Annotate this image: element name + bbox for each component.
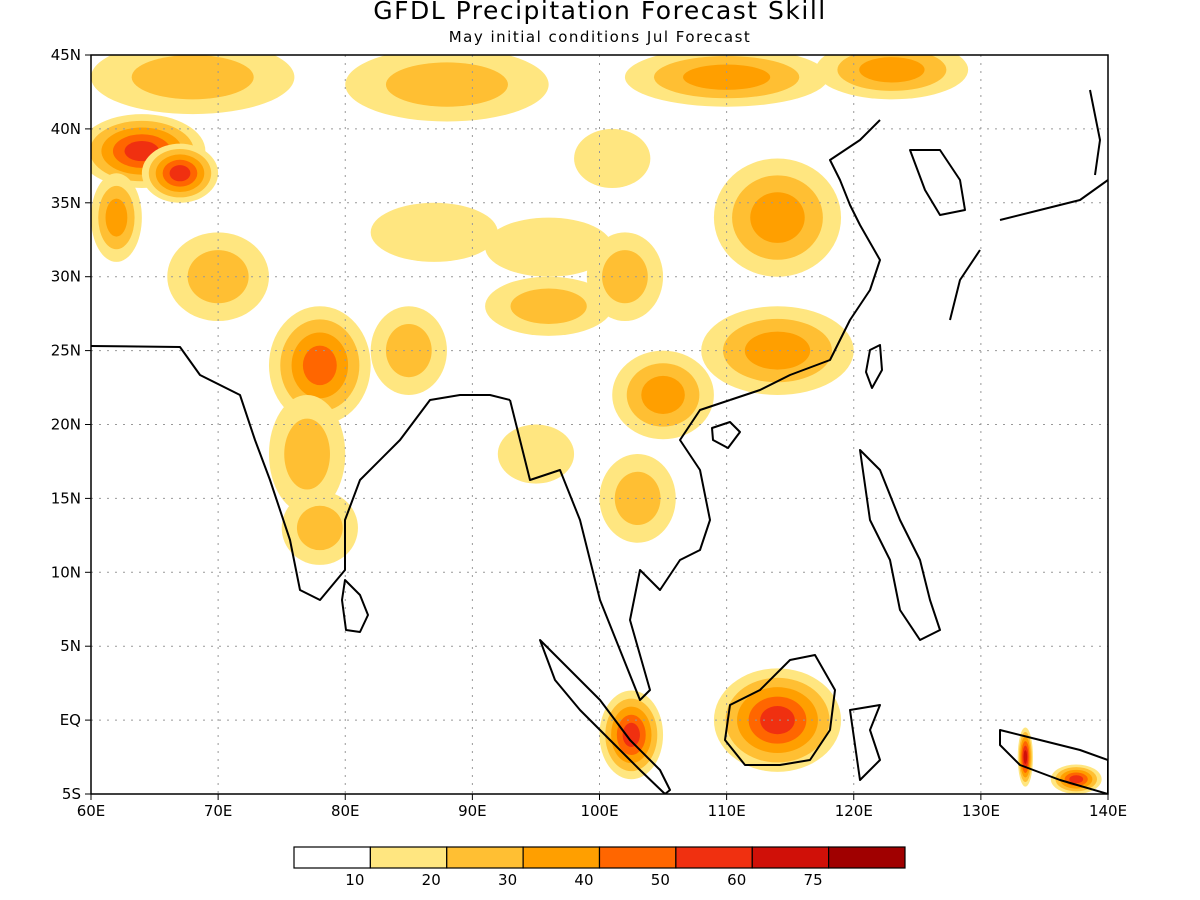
coastline-sri-lanka: [341, 579, 369, 633]
legend-label: 30: [498, 871, 517, 889]
y-tick-label: 45N: [51, 46, 81, 64]
y-tick-label: 10N: [51, 563, 81, 581]
legend-swatch: [446, 846, 524, 869]
skill-shading-layer: [91, 55, 1102, 794]
legend-swatch: [675, 846, 753, 869]
x-tick-label: 140E: [1089, 802, 1127, 820]
coastline-taiwan: [865, 344, 883, 389]
legend-label: 40: [574, 871, 593, 889]
coastline-indochina: [509, 399, 731, 701]
skill-region-20: [497, 424, 575, 484]
skill-region-25: [1023, 750, 1028, 764]
skill-region-19: [614, 471, 661, 526]
skill-region-22: [760, 705, 795, 735]
map-subtitle: May initial conditions Jul Forecast: [448, 28, 752, 46]
coastline-hainan: [711, 421, 741, 449]
skill-region-15: [602, 250, 648, 304]
x-tick-label: 110E: [708, 802, 746, 820]
skill-region-7: [187, 250, 249, 304]
coastline-korea: [909, 149, 966, 216]
x-tick-label: 120E: [835, 802, 873, 820]
axis-ticks: 60E 70E 80E 90E 100E 110E 120E 130E 140E 45N 40N 35…: [51, 46, 1127, 820]
skill-region-2: [683, 64, 771, 90]
skill-region-23: [622, 722, 640, 747]
skill-region-21: [574, 128, 651, 189]
skill-region-13: [485, 217, 613, 277]
coastline-borneo: [724, 654, 836, 766]
skill-region-9: [284, 418, 330, 490]
legend-swatch: [828, 846, 906, 869]
skill-region-17: [744, 331, 811, 370]
skill-region-10: [296, 505, 343, 551]
legend-swatch: [598, 846, 677, 869]
coastline-new-guinea: [999, 729, 1108, 794]
legend-label: 60: [727, 871, 746, 889]
skill-region-1: [385, 62, 508, 107]
legend-swatch: [522, 846, 601, 869]
legend-label: 50: [651, 871, 670, 889]
y-tick-label: 20N: [51, 416, 81, 434]
coastlines: [91, 89, 1108, 794]
skill-region-16: [641, 375, 685, 414]
gridlines: [91, 55, 1108, 794]
coastline-japan: [949, 89, 1108, 321]
skill-region-0: [131, 55, 254, 100]
map-title: GFDL Precipitation Forecast Skill: [373, 0, 827, 25]
x-tick-label: 60E: [77, 802, 106, 820]
y-tick-label: 5S: [62, 785, 81, 803]
y-tick-label: 35N: [51, 194, 81, 212]
legend-label: 75: [804, 871, 823, 889]
skill-region-3: [859, 57, 925, 83]
legend-swatch: [293, 846, 371, 869]
skill-region-6: [105, 198, 128, 237]
coastline-philippines: [859, 449, 941, 641]
y-tick-label: 30N: [51, 268, 81, 286]
coastline-india: [91, 345, 511, 601]
y-tick-label: 5N: [60, 637, 81, 655]
legend-label: 20: [422, 871, 441, 889]
skill-region-11: [385, 323, 432, 378]
legend-swatch: [751, 846, 830, 869]
y-tick-label: 40N: [51, 120, 81, 138]
skill-region-14: [510, 288, 587, 324]
skill-region-12: [370, 202, 498, 262]
x-tick-label: 80E: [331, 802, 360, 820]
color-legend: 10 20 30 40 50 60 75: [293, 846, 906, 889]
y-tick-label: 25N: [51, 342, 81, 360]
skill-region-8: [302, 345, 337, 386]
skill-region-24: [1069, 775, 1084, 784]
x-tick-label: 90E: [458, 802, 487, 820]
legend-label: 10: [345, 871, 364, 889]
skill-region-5: [169, 165, 191, 182]
legend-swatch: [369, 846, 448, 869]
coastline-sumatra: [539, 639, 671, 794]
x-tick-label: 70E: [204, 802, 233, 820]
x-tick-label: 130E: [962, 802, 1000, 820]
y-tick-label: 15N: [51, 489, 81, 507]
coastline-sulawesi: [849, 704, 881, 781]
y-tick-label: EQ: [60, 711, 81, 729]
x-tick-label: 100E: [580, 802, 618, 820]
coastline-china: [729, 119, 881, 401]
skill-region-18: [750, 192, 805, 243]
